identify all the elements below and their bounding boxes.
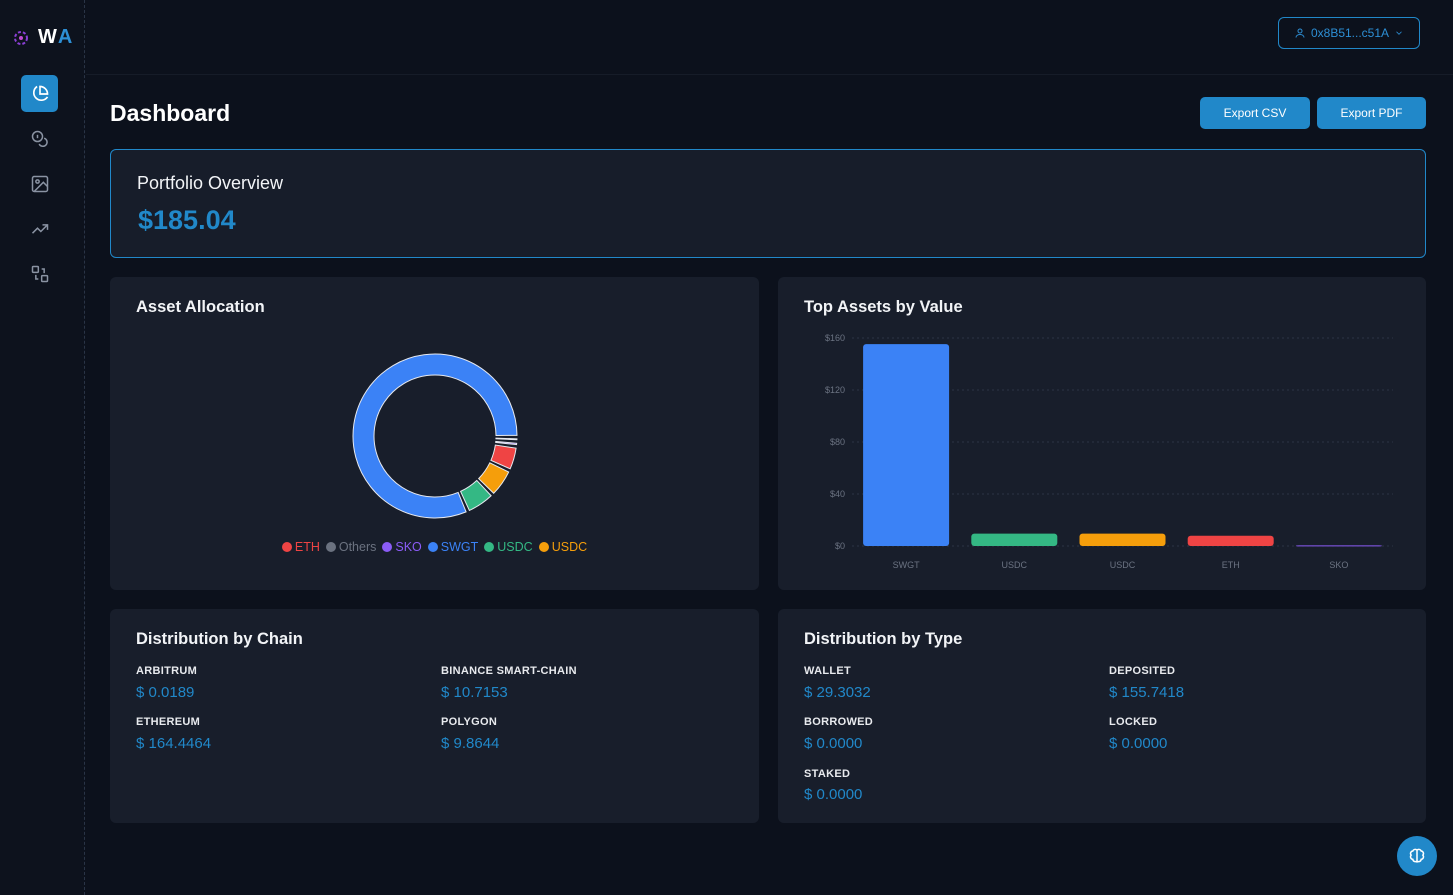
swap-icon: [31, 265, 48, 282]
type-value: $ 0.0000: [804, 735, 863, 752]
legend-label: SKO: [395, 540, 422, 554]
sidebar: WA: [0, 0, 85, 895]
chain-distribution-title: Distribution by Chain: [136, 630, 303, 648]
chain-value: $ 0.0189: [136, 684, 195, 701]
asset-allocation-title: Asset Allocation: [136, 298, 265, 316]
chain-value: $ 9.8644: [441, 735, 500, 752]
page-title: Dashboard: [110, 100, 231, 126]
type-label: DEPOSITED: [1109, 665, 1176, 677]
donut-slice-eth[interactable]: [490, 444, 517, 470]
portfolio-overview-card: Portfolio Overview $185.04: [110, 149, 1426, 258]
top-header: 0x8B51...c51A: [86, 0, 1453, 75]
type-label: BORROWED: [804, 716, 874, 728]
chain-value: $ 10.7153: [441, 684, 508, 701]
brain-icon: [1409, 848, 1425, 863]
x-tick-label: USDC: [1110, 560, 1136, 570]
x-tick-label: SKO: [1329, 560, 1348, 570]
bar-swgt[interactable]: [863, 344, 950, 546]
sidebar-item-tokens[interactable]: [21, 120, 58, 157]
coins-icon: [31, 130, 48, 147]
y-tick-label: $160: [825, 333, 845, 343]
type-value: $ 29.3032: [804, 684, 871, 701]
legend-item[interactable]: SKO: [382, 540, 422, 554]
x-tick-label: USDC: [1002, 560, 1028, 570]
x-tick-label: ETH: [1222, 560, 1240, 570]
logo[interactable]: WA: [12, 26, 73, 49]
donut-slice-swgt[interactable]: [352, 353, 518, 519]
type-label: LOCKED: [1109, 716, 1158, 728]
ai-assistant-button[interactable]: [1397, 836, 1437, 876]
brand-name: WA: [38, 26, 74, 48]
legend-dot: [484, 542, 495, 552]
y-tick-label: $120: [825, 385, 845, 395]
type-distribution-card: Distribution by Type WALLET $ 29.3032 DE…: [778, 609, 1426, 823]
legend-dot: [382, 542, 393, 552]
legend-item[interactable]: SWGT: [427, 540, 479, 554]
chain-label: BINANCE SMART-CHAIN: [441, 665, 577, 677]
legend-label: SWGT: [440, 540, 479, 554]
type-label: WALLET: [804, 665, 852, 677]
y-tick-label: $0: [835, 541, 845, 551]
type-label: STAKED: [804, 768, 851, 780]
chain-distribution-card: Distribution by Chain ARBITRUM $ 0.0189 …: [110, 609, 759, 823]
user-icon: [1295, 28, 1305, 38]
wallet-address: 0x8B51...c51A: [1310, 26, 1390, 40]
bar-usdc[interactable]: [971, 533, 1058, 546]
bar-sko[interactable]: [1295, 545, 1382, 547]
sidebar-item-nfts[interactable]: [21, 165, 58, 202]
chevron-down-icon: [1396, 31, 1402, 35]
overview-title: Portfolio Overview: [137, 173, 284, 193]
donut-chart: [352, 353, 518, 519]
chain-label: ARBITRUM: [136, 665, 198, 677]
legend-item[interactable]: USDC: [484, 540, 533, 554]
donut-slice-usdc[interactable]: [477, 462, 510, 494]
type-value: $ 155.7418: [1109, 684, 1185, 701]
legend-dot: [427, 542, 438, 552]
chain-value: $ 164.4464: [136, 735, 212, 752]
legend-dot: [281, 542, 292, 552]
donut-slice-others[interactable]: [495, 437, 518, 441]
legend-item[interactable]: ETH: [281, 540, 320, 554]
type-value: $ 0.0000: [1109, 735, 1168, 752]
sidebar-item-transactions[interactable]: [21, 255, 58, 292]
sidebar-item-dashboard[interactable]: [21, 75, 58, 112]
bar-eth[interactable]: [1187, 535, 1274, 546]
legend-label: ETH: [294, 540, 320, 554]
legend-dot: [325, 542, 336, 552]
donut-slice-usdc[interactable]: [459, 479, 492, 512]
legend-item[interactable]: USDC: [538, 540, 588, 554]
legend-label: Others: [338, 540, 377, 554]
donut-slice-sko[interactable]: [495, 440, 518, 446]
y-tick-label: $80: [830, 437, 845, 447]
legend-dot: [538, 542, 549, 552]
y-tick-label: $40: [830, 489, 845, 499]
type-value: $ 0.0000: [804, 786, 863, 803]
top-assets-card: Top Assets by Value $0 $40 $80 $120 $160 SWGT…: [778, 277, 1426, 590]
chain-label: ETHEREUM: [136, 716, 201, 728]
legend-label: USDC: [551, 540, 588, 554]
top-assets-title: Top Assets by Value: [804, 298, 963, 316]
type-distribution-title: Distribution by Type: [804, 630, 963, 648]
donut-legend: ETH Others SKO SWGT USDC USDC: [110, 540, 759, 554]
image-icon: [31, 175, 48, 192]
x-tick-label: SWGT: [893, 560, 920, 570]
logo-icon: [14, 30, 28, 45]
asset-allocation-card: Asset Allocation ETH Others SKO SWGT USDC USD…: [110, 277, 759, 590]
legend-label: USDC: [497, 540, 533, 554]
bar-chart: $0 $40 $80 $120 $160 SWGT USDC USDC ETH SKO: [825, 333, 1393, 570]
trending-up-icon: [31, 223, 48, 234]
bar-usdc[interactable]: [1079, 533, 1166, 546]
legend-item[interactable]: Others: [325, 540, 377, 554]
sidebar-item-performance[interactable]: [21, 210, 58, 247]
pie-chart-icon: [32, 85, 48, 101]
wallet-button[interactable]: 0x8B51...c51A: [1278, 17, 1420, 49]
export-csv-button[interactable]: Export CSV: [1200, 97, 1310, 129]
chain-label: POLYGON: [441, 716, 498, 728]
export-pdf-button[interactable]: Export PDF: [1317, 97, 1426, 129]
portfolio-value: $185.04: [138, 205, 236, 235]
